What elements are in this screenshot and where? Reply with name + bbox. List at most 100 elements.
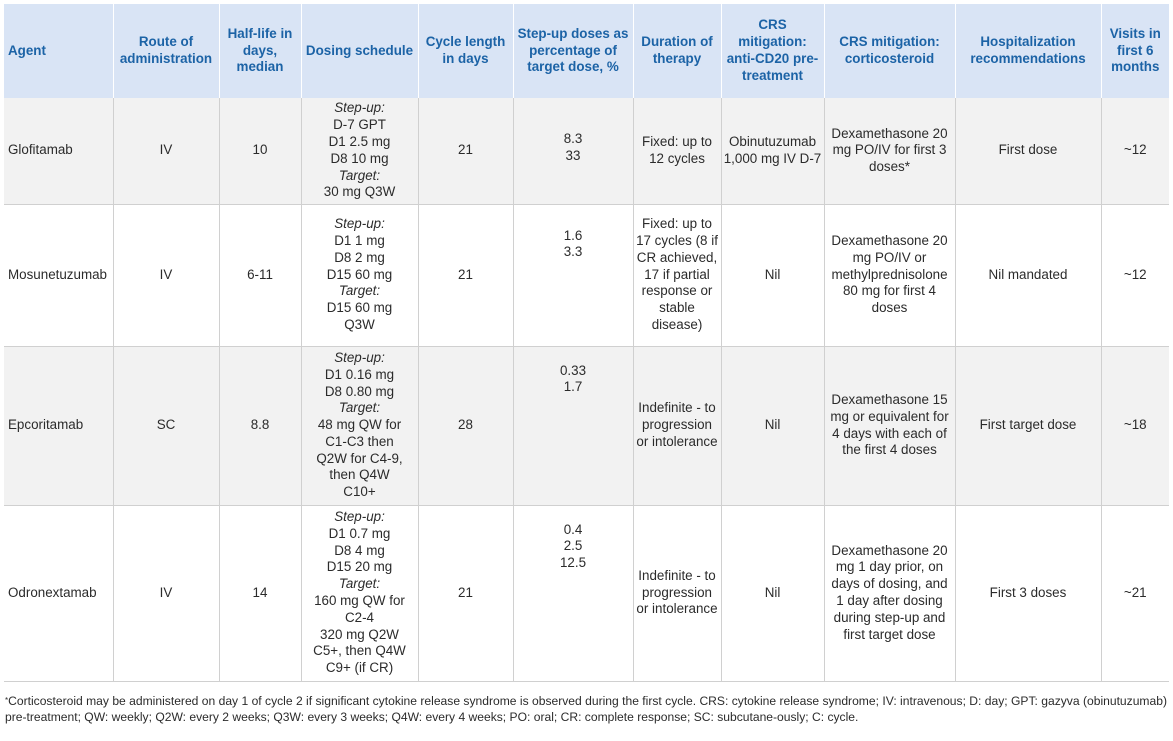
cycle-length-value: 28 bbox=[458, 417, 473, 433]
hospitalization-value: Nil mandated bbox=[988, 266, 1068, 282]
half-life-value: 6-11 bbox=[247, 266, 273, 282]
header-route: Route of administration bbox=[113, 4, 220, 98]
dosing-section-label: Target: bbox=[338, 167, 381, 183]
half-life-cell: 6-11 bbox=[219, 204, 302, 347]
visits-value: ~18 bbox=[1123, 417, 1147, 433]
visits-cell: ~21 bbox=[1101, 505, 1169, 682]
step-up-pct-cell: 8.3 33 bbox=[513, 98, 634, 205]
dosing-line: D15 20 mg bbox=[326, 559, 393, 575]
header-hospitalization: Hospitalization recommendations bbox=[955, 4, 1102, 98]
anti-cd20-value: Nil bbox=[764, 266, 781, 282]
table-row: Glofitamab IV 10 Step-up: D-7 GPT D1 2.5 mg D8… bbox=[4, 98, 1169, 205]
dosing-section-label: Target: bbox=[338, 576, 381, 592]
dosing-line: 160 mg QW for bbox=[314, 593, 405, 608]
cycle-length-cell: 21 bbox=[418, 505, 514, 682]
visits-cell: ~12 bbox=[1101, 204, 1169, 347]
dosing-line: 30 mg Q3W bbox=[323, 184, 396, 200]
visits-cell: ~18 bbox=[1101, 346, 1169, 506]
dosing-line: C10+ bbox=[343, 484, 376, 500]
header-agent: Agent bbox=[4, 4, 114, 98]
dosing-line: D8 2 mg bbox=[334, 249, 385, 265]
dosing-line: D1 1 mg bbox=[334, 233, 385, 248]
step-up-pct-value: 33 bbox=[565, 147, 581, 163]
dosing-line: D15 60 mg bbox=[326, 300, 393, 316]
footnote: *Corticosteroid may be administered on d… bbox=[5, 693, 1167, 726]
hospitalization-cell: First dose bbox=[955, 98, 1102, 205]
duration-cell: Indefinite - to progression or intoleran… bbox=[633, 346, 722, 506]
header-visits: Visits in first 6 months bbox=[1101, 4, 1169, 98]
anti-cd20-value: Nil bbox=[764, 584, 781, 600]
hospitalization-value: First dose bbox=[998, 142, 1058, 158]
table-row: Mosunetuzumab IV 6-11 Step-up: D1 1 mg D8 2 m… bbox=[4, 204, 1169, 347]
duration-cell: Fixed: up to 12 cycles bbox=[633, 98, 722, 205]
step-up-pct-value: 1.6 bbox=[563, 227, 583, 243]
cycle-length-value: 21 bbox=[458, 266, 473, 282]
corticosteroid-cell: Dexamethasone 20 mg PO/IV for first 3 do… bbox=[824, 98, 956, 205]
hospitalization-cell: Nil mandated bbox=[955, 204, 1102, 347]
agent-value: Mosunetuzumab bbox=[8, 266, 107, 282]
route-cell: SC bbox=[113, 346, 220, 506]
dosing-line: D1 2.5 mg bbox=[328, 133, 391, 149]
anti-cd20-value: Nil bbox=[764, 417, 781, 433]
visits-cell: ~12 bbox=[1101, 98, 1169, 205]
duration-value: Fixed: up to 17 cycles (8 if CR achieved… bbox=[636, 216, 718, 332]
dosing-line: D-7 GPT bbox=[333, 117, 386, 133]
footnote-text: Corticosteroid may be administered on da… bbox=[5, 694, 1167, 725]
dosing-cell: Step-up: D-7 GPT D1 2.5 mg D8 10 mg Target: 3… bbox=[301, 98, 419, 205]
cycle-length-cell: 21 bbox=[418, 204, 514, 347]
dosing-line: then Q4W bbox=[329, 467, 390, 483]
visits-value: ~12 bbox=[1123, 142, 1147, 158]
header-row: Agent Route of administration Half-life … bbox=[4, 4, 1169, 98]
step-up-pct-value: 8.3 bbox=[563, 131, 583, 146]
route-cell: IV bbox=[113, 98, 220, 205]
cycle-length-value: 21 bbox=[458, 584, 473, 600]
step-up-pct-value: 2.5 bbox=[563, 538, 583, 554]
dosing-line: 320 mg Q2W bbox=[320, 626, 399, 642]
dosing-cell: Step-up: D1 1 mg D8 2 mg D15 60 mg Target: D1… bbox=[301, 204, 419, 347]
agent-cell: Epcoritamab bbox=[4, 346, 114, 506]
step-up-pct-value: 12.5 bbox=[559, 555, 587, 571]
dosing-line: D8 10 mg bbox=[330, 150, 389, 166]
step-up-pct-cell: 0.33 1.7 bbox=[513, 346, 634, 506]
half-life-cell: 8.8 bbox=[219, 346, 302, 506]
table-body: Glofitamab IV 10 Step-up: D-7 GPT D1 2.5 mg D8… bbox=[4, 98, 1169, 682]
half-life-value: 8.8 bbox=[250, 417, 270, 433]
table-container: Agent Route of administration Half-life … bbox=[4, 4, 1169, 682]
dosing-section-label: Target: bbox=[338, 400, 381, 416]
dosing-line: C5+, then Q4W bbox=[313, 643, 406, 659]
anti-cd20-cell: Obinutuzumab 1,000 mg IV D-7 bbox=[721, 98, 825, 205]
anti-cd20-value: Obinutuzumab 1,000 mg IV D-7 bbox=[723, 133, 822, 166]
corticosteroid-value: Dexamethasone 20 mg PO/IV for first 3 do… bbox=[831, 125, 948, 175]
header-corticosteroid: CRS mitigation: corticosteroid bbox=[824, 4, 956, 98]
corticosteroid-cell: Dexamethasone 20 mg 1 day prior, on days… bbox=[824, 505, 956, 682]
visits-value: ~12 bbox=[1123, 266, 1147, 282]
hospitalization-cell: First target dose bbox=[955, 346, 1102, 506]
header-cycle-length: Cycle length in days bbox=[418, 4, 514, 98]
dosing-section-label: Step-up: bbox=[334, 349, 385, 365]
anti-cd20-cell: Nil bbox=[721, 505, 825, 682]
half-life-cell: 10 bbox=[219, 98, 302, 205]
agent-cell: Odronextamab bbox=[4, 505, 114, 682]
corticosteroid-value: Dexamethasone 20 mg 1 day prior, on days… bbox=[831, 542, 948, 642]
step-up-pct-value: 0.4 bbox=[563, 521, 583, 537]
step-up-pct-value: 1.7 bbox=[563, 379, 583, 395]
bispecific-antibody-table: Agent Route of administration Half-life … bbox=[4, 4, 1169, 682]
cycle-length-value: 21 bbox=[458, 142, 473, 158]
hospitalization-value: First 3 doses bbox=[989, 584, 1067, 600]
dosing-line: D8 0.80 mg bbox=[324, 383, 395, 399]
step-up-pct-cell: 0.4 2.5 12.5 bbox=[513, 505, 634, 682]
header-step-up-pct: Step-up doses as percentage of target do… bbox=[513, 4, 634, 98]
dosing-line: D15 60 mg bbox=[326, 266, 393, 282]
anti-cd20-cell: Nil bbox=[721, 204, 825, 347]
route-value: IV bbox=[159, 584, 173, 600]
table-row: Epcoritamab SC 8.8 Step-up: D1 0.16 mg D8 0.8… bbox=[4, 346, 1169, 506]
dosing-line: D8 4 mg bbox=[334, 542, 385, 558]
hospitalization-cell: First 3 doses bbox=[955, 505, 1102, 682]
corticosteroid-cell: Dexamethasone 15 mg or equivalent for 4 … bbox=[824, 346, 956, 506]
dosing-line: D1 0.16 mg bbox=[324, 366, 395, 382]
hospitalization-value: First target dose bbox=[979, 417, 1077, 433]
corticosteroid-value: Dexamethasone 20 mg PO/IV or methylpredn… bbox=[831, 233, 948, 316]
table-row: Odronextamab IV 14 Step-up: D1 0.7 mg D8 4 mg… bbox=[4, 505, 1169, 682]
dosing-line: C1-C3 then bbox=[325, 433, 394, 449]
duration-value: Indefinite - to progression or intoleran… bbox=[636, 567, 718, 617]
